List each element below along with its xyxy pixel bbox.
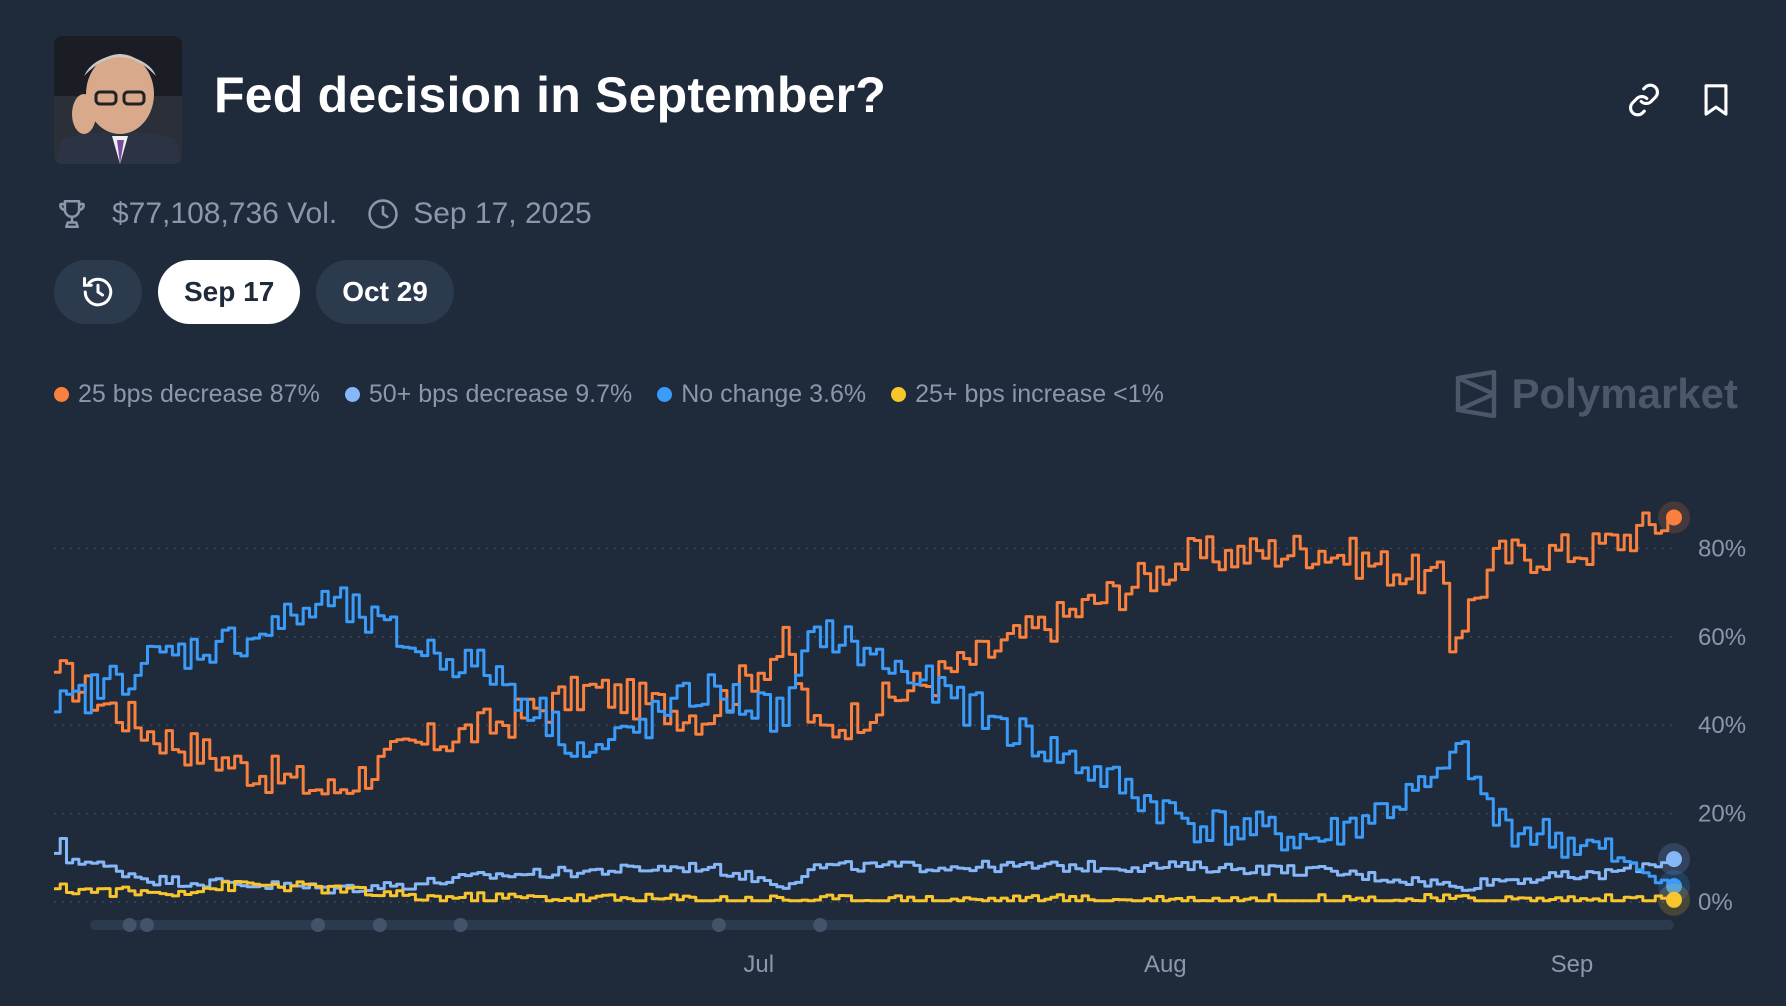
x-tick-label: Sep bbox=[1551, 951, 1594, 978]
series-end-point bbox=[1666, 851, 1682, 868]
y-tick-label: 40% bbox=[1698, 712, 1746, 739]
scrubber-marker bbox=[813, 918, 828, 932]
legend-label: 25 bps decrease 87% bbox=[78, 380, 320, 408]
page-title: Fed decision in September? bbox=[214, 67, 886, 123]
history-button[interactable] bbox=[54, 260, 142, 324]
price-chart[interactable]: 0% 20% 40% 60% 80% Jul Aug Sep bbox=[0, 440, 1786, 1006]
trophy-icon bbox=[54, 196, 90, 232]
legend-dot bbox=[891, 387, 907, 402]
market-meta: $77,108,736 Vol. Sep 17, 2025 bbox=[54, 196, 592, 232]
series-line bbox=[54, 880, 1676, 903]
scrubber-marker bbox=[122, 918, 137, 932]
time-scrubber bbox=[90, 920, 1674, 930]
legend-label: No change 3.6% bbox=[681, 380, 867, 408]
legend-label: 25+ bps increase <1% bbox=[915, 380, 1164, 408]
series-end-point bbox=[1666, 878, 1682, 895]
tab-sep-17[interactable]: Sep 17 bbox=[158, 260, 301, 324]
scrubber-marker bbox=[372, 918, 387, 932]
legend-item-50-bps-decrease: 50+ bps decrease 9.7% bbox=[344, 380, 633, 409]
volume-text: $77,108,736 Vol. bbox=[112, 197, 338, 230]
chart-legend: 25 bps decrease 87% 50+ bps decrease 9.7… bbox=[54, 380, 1189, 409]
end-date-text: Sep 17, 2025 bbox=[413, 197, 592, 230]
polymarket-logo-icon bbox=[1455, 370, 1496, 418]
bookmark-icon bbox=[1704, 84, 1728, 116]
bookmark-button[interactable] bbox=[1698, 82, 1734, 118]
series-end-point bbox=[1666, 891, 1682, 908]
y-tick-label: 0% bbox=[1698, 889, 1733, 916]
polymarket-watermark: Polymarket bbox=[1454, 370, 1738, 418]
legend-dot bbox=[657, 387, 673, 402]
y-tick-label: 20% bbox=[1698, 801, 1746, 828]
y-tick-label: 60% bbox=[1698, 624, 1746, 651]
copy-link-button[interactable] bbox=[1626, 82, 1662, 118]
x-tick-label: Aug bbox=[1144, 951, 1187, 978]
scrubber-marker bbox=[140, 918, 155, 932]
scrubber-marker bbox=[453, 918, 468, 932]
scrubber-marker bbox=[311, 918, 326, 932]
scrubber-marker bbox=[711, 918, 726, 932]
legend-item-25-bps-decrease: 25 bps decrease 87% bbox=[54, 380, 320, 409]
history-icon bbox=[83, 277, 113, 307]
series-line bbox=[54, 586, 1676, 887]
x-tick-label: Jul bbox=[743, 951, 774, 978]
series-end-point bbox=[1666, 509, 1682, 526]
brand-name: Polymarket bbox=[1511, 370, 1738, 417]
person-portrait-icon bbox=[54, 36, 182, 164]
clock-icon bbox=[365, 196, 401, 232]
legend-item-25-bps-increase: 25+ bps increase <1% bbox=[891, 380, 1164, 409]
date-tabs: Sep 17 Oct 29 bbox=[54, 260, 454, 324]
tab-oct-29[interactable]: Oct 29 bbox=[316, 260, 454, 324]
legend-item-no-change: No change 3.6% bbox=[657, 380, 866, 409]
legend-dot bbox=[344, 387, 360, 402]
legend-dot bbox=[54, 387, 69, 402]
series-line bbox=[54, 511, 1676, 796]
market-avatar bbox=[54, 36, 182, 164]
legend-label: 50+ bps decrease 9.7% bbox=[368, 380, 633, 408]
link-icon bbox=[1629, 83, 1659, 117]
y-tick-label: 80% bbox=[1698, 535, 1746, 562]
